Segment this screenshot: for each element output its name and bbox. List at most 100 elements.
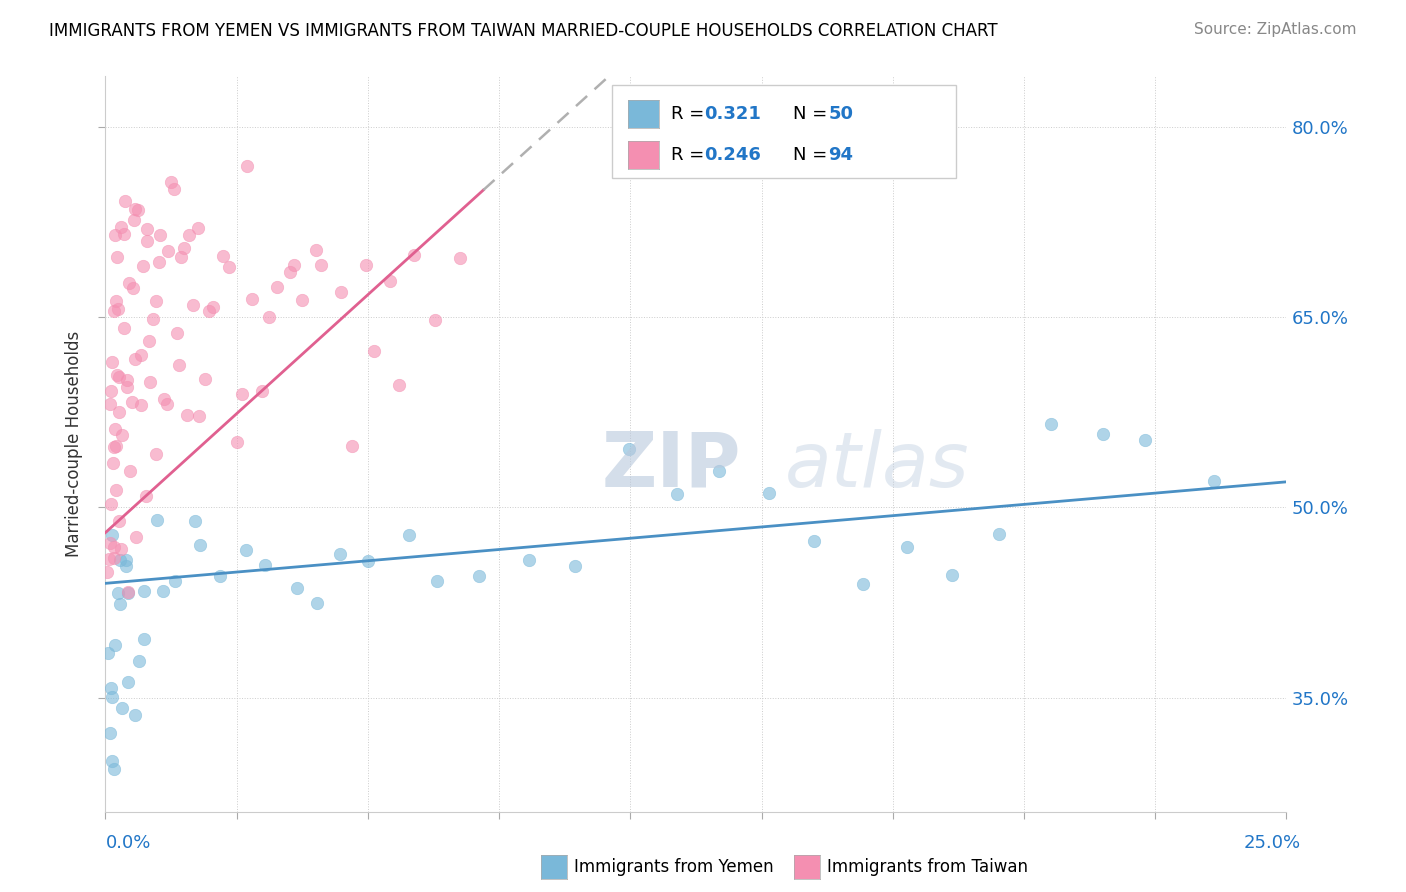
Point bbox=[291, 293, 314, 307]
Point bbox=[110, 541, 132, 556]
Text: N =: N = bbox=[793, 105, 832, 123]
Point bbox=[122, 213, 145, 227]
Point bbox=[103, 440, 125, 454]
Point bbox=[138, 334, 160, 349]
Text: Source: ZipAtlas.com: Source: ZipAtlas.com bbox=[1194, 22, 1357, 37]
Text: Immigrants from Taiwan: Immigrants from Taiwan bbox=[827, 858, 1028, 876]
Point bbox=[354, 258, 377, 272]
Point bbox=[115, 380, 138, 394]
Point bbox=[283, 258, 305, 272]
Point bbox=[218, 260, 240, 275]
Point bbox=[250, 384, 273, 399]
Point bbox=[142, 312, 165, 326]
Point bbox=[363, 343, 385, 358]
Point bbox=[121, 395, 143, 409]
Point bbox=[803, 533, 825, 548]
Text: R =: R = bbox=[671, 146, 710, 164]
Point bbox=[388, 377, 411, 392]
Point bbox=[231, 387, 253, 401]
Point bbox=[125, 530, 148, 544]
Point bbox=[100, 536, 122, 550]
Point bbox=[156, 397, 179, 411]
Point bbox=[100, 355, 122, 369]
Point bbox=[138, 375, 160, 389]
Point bbox=[357, 554, 380, 568]
Point bbox=[1091, 427, 1114, 442]
Point bbox=[254, 558, 277, 572]
Point bbox=[259, 310, 281, 324]
Point bbox=[98, 726, 121, 740]
Point bbox=[100, 681, 122, 696]
Point bbox=[152, 392, 174, 406]
Text: 25.0%: 25.0% bbox=[1243, 834, 1301, 852]
Point bbox=[266, 280, 288, 294]
Point bbox=[329, 547, 352, 561]
Point bbox=[107, 585, 129, 599]
Text: ZIP: ZIP bbox=[602, 429, 741, 503]
Text: IMMIGRANTS FROM YEMEN VS IMMIGRANTS FROM TAIWAN MARRIED-COUPLE HOUSEHOLDS CORREL: IMMIGRANTS FROM YEMEN VS IMMIGRANTS FROM… bbox=[49, 22, 998, 40]
Point bbox=[212, 249, 235, 263]
Point bbox=[181, 298, 204, 312]
Point bbox=[1135, 433, 1157, 447]
Point bbox=[132, 259, 155, 273]
Point bbox=[112, 320, 135, 334]
Point bbox=[236, 159, 259, 173]
Point bbox=[104, 227, 127, 242]
Point bbox=[1204, 474, 1226, 488]
Point bbox=[110, 219, 132, 234]
Point bbox=[235, 542, 257, 557]
Point bbox=[564, 558, 586, 573]
Point bbox=[114, 553, 136, 567]
Point bbox=[100, 690, 122, 705]
Point bbox=[117, 584, 139, 599]
Text: 94: 94 bbox=[828, 146, 853, 164]
Point bbox=[101, 528, 124, 542]
Point bbox=[209, 569, 232, 583]
Text: N =: N = bbox=[793, 146, 832, 164]
Text: 0.0%: 0.0% bbox=[105, 834, 150, 852]
Point bbox=[169, 250, 191, 264]
Point bbox=[149, 227, 172, 242]
Point bbox=[896, 540, 918, 554]
Point bbox=[100, 384, 122, 399]
Point bbox=[135, 235, 157, 249]
Point bbox=[987, 527, 1010, 541]
Point bbox=[135, 489, 157, 503]
Point bbox=[617, 442, 640, 456]
Point bbox=[107, 301, 129, 316]
Point bbox=[152, 583, 174, 598]
Point bbox=[122, 281, 145, 295]
Text: 0.321: 0.321 bbox=[704, 105, 761, 123]
Point bbox=[105, 368, 128, 382]
Point bbox=[188, 538, 211, 552]
Point bbox=[103, 762, 125, 776]
Point bbox=[124, 202, 146, 216]
Point bbox=[98, 397, 121, 411]
Point bbox=[226, 434, 249, 449]
Point bbox=[330, 285, 353, 300]
Point bbox=[128, 654, 150, 668]
Point bbox=[127, 202, 149, 217]
Point bbox=[114, 194, 136, 209]
Point bbox=[108, 597, 131, 611]
Point bbox=[665, 487, 688, 501]
Point bbox=[187, 221, 209, 235]
Point bbox=[423, 313, 446, 327]
Point bbox=[307, 596, 329, 610]
Point bbox=[404, 248, 426, 262]
Point bbox=[198, 304, 221, 318]
Point bbox=[340, 439, 363, 453]
Point bbox=[110, 427, 132, 442]
Point bbox=[941, 568, 963, 582]
Point bbox=[97, 551, 120, 566]
Y-axis label: Married-couple Households: Married-couple Households bbox=[65, 331, 83, 557]
Point bbox=[173, 241, 195, 255]
Point bbox=[184, 515, 207, 529]
Point bbox=[107, 250, 129, 264]
Point bbox=[104, 422, 127, 436]
Point bbox=[115, 373, 138, 387]
Point bbox=[118, 464, 141, 478]
Point bbox=[145, 447, 167, 461]
Point bbox=[758, 486, 780, 500]
Point bbox=[124, 352, 146, 367]
